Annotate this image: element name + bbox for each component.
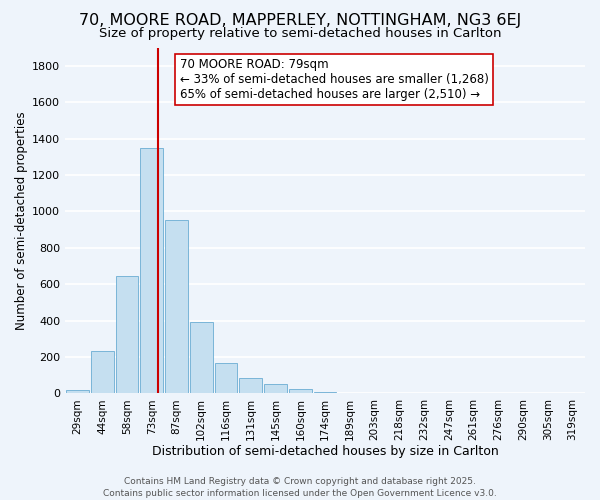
- Text: Contains HM Land Registry data © Crown copyright and database right 2025.
Contai: Contains HM Land Registry data © Crown c…: [103, 476, 497, 498]
- Bar: [239, 378, 262, 394]
- Text: 70, MOORE ROAD, MAPPERLEY, NOTTINGHAM, NG3 6EJ: 70, MOORE ROAD, MAPPERLEY, NOTTINGHAM, N…: [79, 12, 521, 28]
- Bar: [314, 392, 337, 394]
- Bar: [289, 389, 312, 394]
- Y-axis label: Number of semi-detached properties: Number of semi-detached properties: [15, 111, 28, 330]
- Bar: [116, 276, 139, 394]
- Bar: [66, 390, 89, 394]
- Text: Size of property relative to semi-detached houses in Carlton: Size of property relative to semi-detach…: [99, 28, 501, 40]
- X-axis label: Distribution of semi-detached houses by size in Carlton: Distribution of semi-detached houses by …: [152, 444, 499, 458]
- Bar: [165, 220, 188, 394]
- Bar: [215, 363, 238, 394]
- Bar: [91, 350, 113, 394]
- Bar: [264, 384, 287, 394]
- Bar: [190, 322, 212, 394]
- Text: 70 MOORE ROAD: 79sqm
← 33% of semi-detached houses are smaller (1,268)
65% of se: 70 MOORE ROAD: 79sqm ← 33% of semi-detac…: [179, 58, 488, 101]
- Bar: [140, 148, 163, 394]
